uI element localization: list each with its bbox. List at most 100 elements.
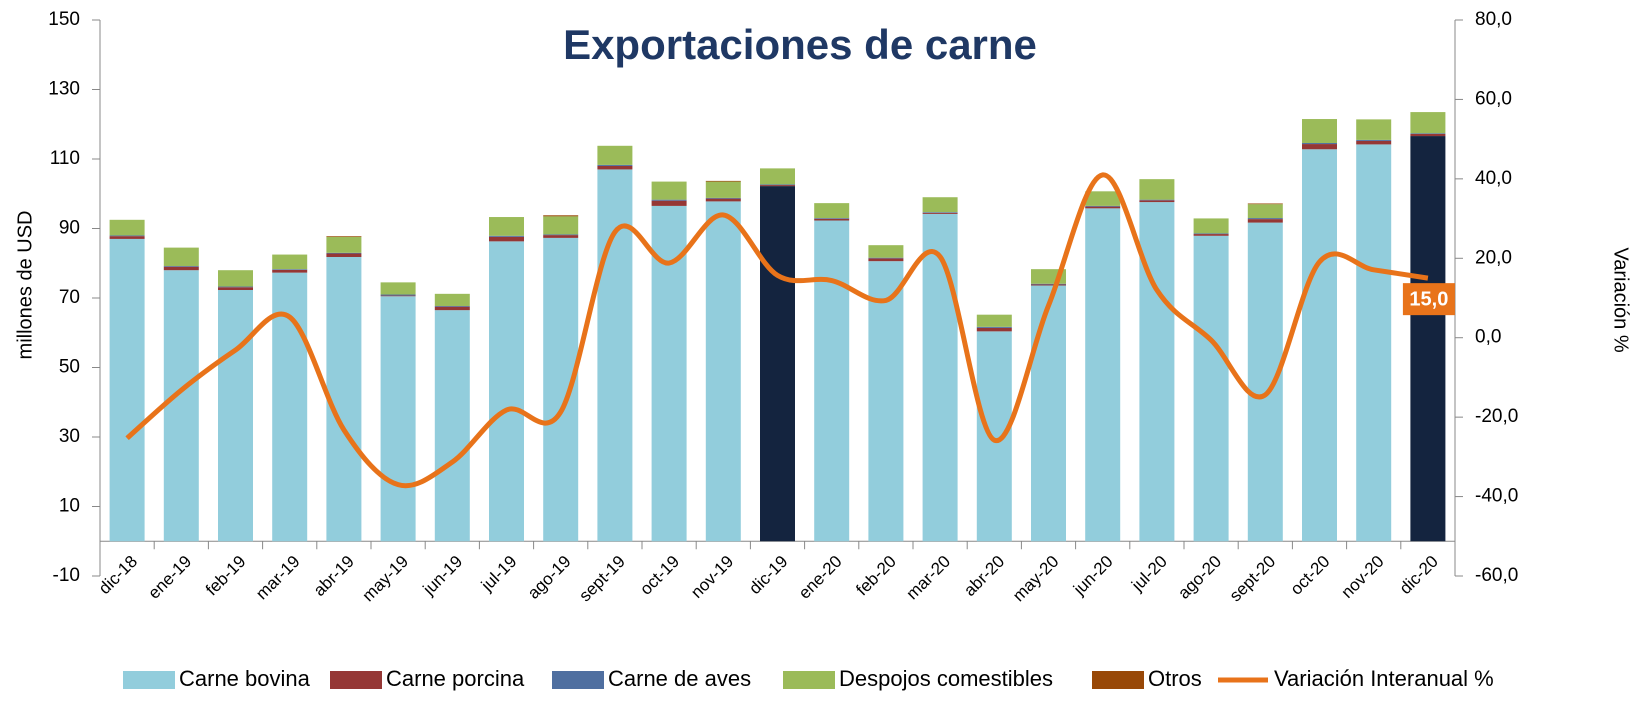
bar-segment [1356, 119, 1392, 140]
legend-swatch [123, 671, 175, 689]
x-tick-label: ago-20 [1174, 552, 1225, 603]
chart-title: Exportaciones de carne [563, 21, 1037, 68]
bar-segment [326, 236, 362, 237]
bar-segment [272, 269, 308, 270]
bar-segment [705, 197, 741, 199]
bar-segment [705, 198, 741, 202]
bar-segment [760, 184, 795, 186]
bar-segment [705, 180, 741, 182]
bar-segment [218, 286, 253, 288]
x-tick-label: dic-20 [1396, 552, 1442, 598]
bar-segment [489, 217, 524, 236]
bar-segment [1193, 234, 1229, 236]
bar-segment [814, 218, 850, 219]
bar-segment [651, 200, 687, 206]
bar-segment [1139, 200, 1175, 203]
x-tick-label: sept-19 [575, 552, 629, 606]
y2-tick-label: 20,0 [1475, 247, 1512, 268]
x-tick-label: mar-19 [252, 552, 304, 604]
bar-segment [976, 314, 1012, 327]
bar-segment [543, 235, 579, 238]
bar-segment [434, 310, 470, 542]
y-tick-label: -10 [53, 565, 80, 586]
bar-segment [1247, 219, 1283, 223]
bar-segment [380, 296, 416, 542]
bar-segment [489, 236, 524, 242]
bar-segment [326, 236, 362, 253]
bar-segment [109, 235, 145, 237]
y2-tick-label: 80,0 [1475, 9, 1512, 30]
bar-segment [380, 282, 416, 295]
bar-segment [1193, 235, 1229, 542]
y2-tick-label: -20,0 [1475, 406, 1518, 427]
y2-tick-label: 60,0 [1475, 88, 1512, 109]
bar-segment [1139, 199, 1175, 201]
x-tick-label: jun-20 [1069, 552, 1117, 600]
bar-segment [1247, 222, 1283, 542]
bar-segment [1085, 205, 1121, 207]
y2-tick-label: -60,0 [1475, 565, 1518, 586]
bar-segment [760, 168, 795, 185]
x-tick-label: abr-19 [310, 552, 358, 600]
bar-segment [543, 237, 579, 542]
legend-swatch [1092, 671, 1144, 689]
bar-segment [922, 212, 958, 214]
bar-segment [651, 199, 687, 201]
bar-segment [1302, 143, 1337, 145]
bar-segment [1085, 208, 1121, 542]
bar-segment [1247, 218, 1283, 220]
x-tick-label: oct-20 [1287, 552, 1334, 599]
bar-segment [976, 331, 1012, 542]
bar-segment [163, 270, 199, 542]
bar-segment [163, 266, 199, 271]
y2-axis-label: Variación % [1610, 247, 1632, 352]
x-tick-label: ene-20 [795, 552, 846, 603]
bar-segment [434, 305, 470, 307]
bar-segment [1031, 285, 1066, 542]
data-label: 15,0 [1409, 288, 1448, 310]
y-tick-label: 90 [59, 218, 80, 239]
bar-segment [1193, 218, 1229, 234]
x-tick-label: jul-19 [477, 552, 521, 596]
legend-label: Carne de aves [608, 666, 751, 691]
bar-segment [489, 241, 524, 542]
bar-segment [109, 236, 145, 239]
legend-label: Despojos comestibles [839, 666, 1053, 691]
x-tick-label: feb-19 [202, 552, 250, 600]
bar-segment [326, 256, 362, 542]
bar-segment [326, 253, 362, 257]
bar-segment [597, 164, 633, 166]
bar-segment [1031, 284, 1066, 286]
bar-segment [1193, 233, 1229, 235]
bar-segment [814, 203, 850, 219]
bar-segment [543, 215, 579, 217]
bar-segment [922, 197, 958, 213]
bar-segment [651, 181, 687, 200]
x-tick-label: feb-20 [852, 552, 900, 600]
bar-segment [163, 266, 199, 267]
y-tick-label: 10 [59, 496, 80, 517]
bar-segment [543, 216, 579, 235]
y-tick-label: 50 [59, 357, 80, 378]
bar-segment [1356, 144, 1392, 542]
x-tick-label: dic-18 [95, 552, 141, 598]
legend-label: Carne bovina [179, 666, 311, 691]
bar-segment [1410, 133, 1446, 137]
bar-segment [434, 293, 470, 306]
x-tick-label: abr-20 [960, 552, 1008, 600]
bar-segment [1410, 133, 1446, 134]
bar-segment [922, 213, 958, 542]
bar-segment [1302, 149, 1337, 542]
bar-segment [1356, 139, 1392, 141]
bar-segment [272, 269, 308, 273]
bar-segment [1410, 112, 1446, 134]
bar-segment [380, 294, 416, 296]
bar-segment [380, 295, 416, 297]
x-tick-label: ene-19 [144, 552, 195, 603]
x-tick-label: jul-20 [1127, 552, 1171, 596]
x-tick-label: nov-20 [1338, 552, 1388, 602]
bar-segment [1085, 206, 1121, 209]
bar-segment [1031, 283, 1066, 285]
bar-segment [1085, 191, 1121, 206]
bar-segment [109, 238, 145, 542]
